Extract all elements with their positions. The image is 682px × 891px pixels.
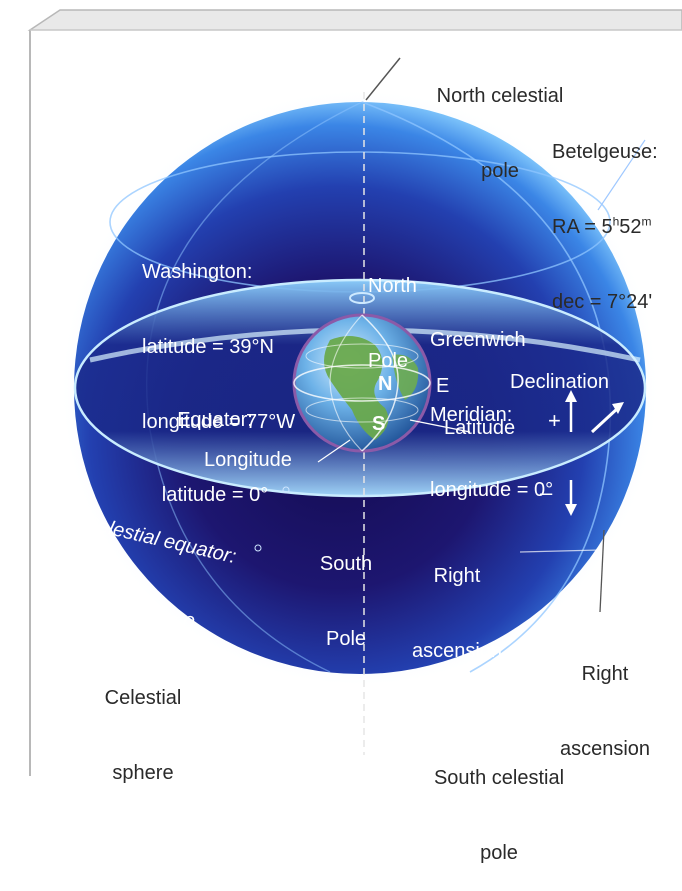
right-ascension-leader — [519, 549, 601, 553]
celestial-equator-outline — [73, 278, 647, 498]
label-line: latitude = 39°N — [142, 336, 274, 358]
earth-e-label: E — [436, 375, 450, 397]
betelgeuse-label: Betelgeuse: RA = 5h52m dec = 7°24' — [552, 90, 658, 340]
right-ascension-zero-label: Right ascension = 0h — [392, 514, 522, 764]
label-line: Meridian: — [430, 404, 513, 426]
label-line: Greenwich — [430, 329, 526, 351]
right-ascension-outer-leader — [599, 529, 605, 613]
north-pole-leader — [365, 57, 401, 101]
label-line: Celestial equator: — [81, 511, 239, 569]
latitude-leader — [409, 419, 471, 433]
earth-s-label: S — [372, 413, 386, 435]
label-line: South celestial — [433, 767, 565, 789]
longitude-leader — [317, 439, 351, 463]
celestial-sphere-diagram — [27, 9, 682, 776]
greenwich-meridian-label: Greenwich Meridian: longitude = 0° — [430, 278, 553, 528]
earth-n-label: N — [378, 373, 393, 395]
longitude-label: Longitude — [204, 449, 292, 471]
label-line: sphere — [112, 762, 174, 784]
earth-globe — [292, 313, 432, 453]
south-celestial-pole-label: South celestial pole — [404, 716, 594, 891]
equator-label: Equator: latitude = 0° — [140, 358, 290, 533]
label-line: North — [368, 275, 417, 297]
label-line: Pole — [368, 350, 409, 372]
label-line: = 0h — [439, 713, 475, 737]
label-line: Equator: — [177, 409, 253, 431]
right-ascension-label: Right ascension — [540, 612, 670, 787]
label-line: Celestial — [104, 687, 182, 709]
label-line: declination = 0 — [64, 584, 196, 636]
betelgeuse-ra: RA = 5h52m — [552, 214, 652, 238]
declination-label: Declination — [510, 371, 609, 393]
label-line: longitude = 0° — [430, 479, 554, 501]
betelgeuse-dec: dec = 7°24' — [552, 291, 653, 313]
north-pole-marker — [349, 292, 375, 304]
label-line: North celestial — [436, 85, 564, 107]
north-pole-label: North Pole — [368, 224, 417, 399]
betelgeuse-leader — [597, 139, 646, 211]
label-line: ascension — [559, 738, 651, 760]
north-celestial-pole-label: North celestial pole — [410, 34, 590, 209]
celestial-sphere-label: Celestial sphere — [88, 636, 198, 811]
label-line: Right — [433, 565, 481, 587]
diagram-frame: North celestial pole Betelgeuse: RA = 5h… — [27, 9, 682, 864]
label-line: ascension — [411, 640, 503, 662]
declination-minus: – — [540, 480, 553, 505]
latitude-label: Latitude — [444, 417, 516, 439]
south-pole-label: South Pole — [306, 502, 386, 677]
label-line: latitude = 0° — [161, 484, 269, 506]
label-line: pole — [480, 842, 518, 864]
betelgeuse-name: Betelgeuse: — [552, 141, 658, 163]
label-line: South — [319, 553, 373, 575]
declination-plus: + — [548, 408, 561, 433]
label-line: Pole — [325, 628, 367, 650]
washington-label: Washington: latitude = 39°N longitude = … — [142, 210, 295, 460]
label-line: longitude = 77°W — [142, 411, 296, 433]
label-line: Right — [581, 663, 629, 685]
label-line: pole — [481, 160, 519, 182]
page-frame — [27, 9, 682, 776]
label-line: Washington: — [142, 261, 253, 283]
